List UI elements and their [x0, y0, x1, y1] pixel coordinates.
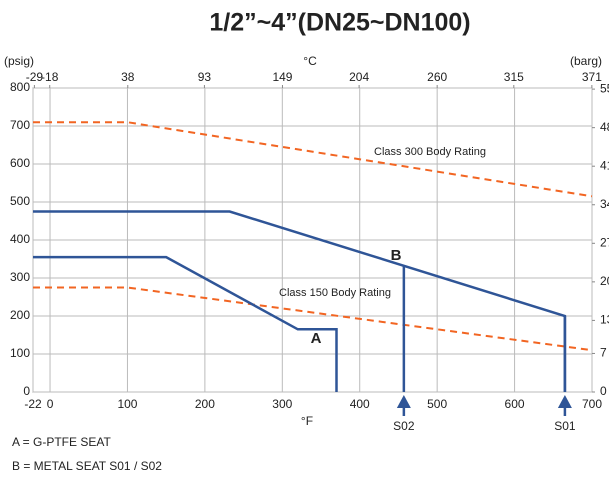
- y2-tick-label: 48: [600, 120, 609, 134]
- y-tick-label: 200: [10, 308, 30, 322]
- y2-tick-label: 7: [600, 346, 607, 360]
- series-line: [33, 255, 338, 392]
- x2-tick-label: -29: [26, 70, 44, 84]
- series-label: B: [391, 247, 402, 264]
- series-line: [33, 121, 593, 198]
- x2-tick-label: 204: [349, 70, 369, 84]
- x-tick-label: 700: [582, 397, 602, 411]
- y2-tick-label: 20: [600, 274, 609, 288]
- x2-tick-label: -18: [41, 70, 59, 84]
- x-tick-label: 400: [350, 397, 370, 411]
- y2-axis-label: (barg): [570, 54, 602, 68]
- y-tick-label: 800: [10, 80, 30, 94]
- x-tick-label: 500: [427, 397, 447, 411]
- y-tick-label: 400: [10, 232, 30, 246]
- x-tick-label: 100: [117, 397, 137, 411]
- x2-tick-label: 315: [504, 70, 524, 84]
- marker-label: S01: [554, 419, 576, 433]
- y2-tick-label: 41: [600, 158, 609, 172]
- marker-arrow: [557, 395, 572, 408]
- y-tick-label: 600: [10, 156, 30, 170]
- y-tick-label: 300: [10, 270, 30, 284]
- y2-tick-label: 34: [600, 197, 609, 211]
- x-tick-label: -22: [24, 397, 42, 411]
- chart-title: 1/2”~4”(DN25~DN100): [209, 9, 470, 37]
- x-tick-label: 300: [272, 397, 292, 411]
- marker-label: S02: [393, 419, 415, 433]
- y-tick-label: 700: [10, 118, 30, 132]
- y2-tick-label: 55: [600, 81, 609, 95]
- x2-tick-label: 38: [121, 70, 135, 84]
- series-line: [33, 210, 567, 392]
- x2-tick-label: 93: [198, 70, 212, 84]
- x-tick-label: 0: [47, 397, 54, 411]
- y-tick-label: 500: [10, 194, 30, 208]
- series-label: A: [311, 330, 322, 347]
- x-tick-label: 200: [195, 397, 215, 411]
- series-label: Class 300 Body Rating: [374, 146, 486, 158]
- x2-tick-label: 260: [427, 70, 447, 84]
- series-label: Class 150 Body Rating: [279, 287, 391, 299]
- x2-tick-label: 149: [272, 70, 292, 84]
- x-tick-label: 600: [505, 397, 525, 411]
- y-tick-label: 100: [10, 346, 30, 360]
- marker-arrow: [396, 395, 411, 408]
- x2-tick-label: 371: [582, 70, 602, 84]
- y2-tick-label: 13: [600, 313, 609, 327]
- x2-axis-label: °C: [303, 54, 317, 68]
- note: A = G-PTFE SEAT: [12, 435, 111, 449]
- note: B = METAL SEAT S01 / S02: [12, 459, 162, 473]
- y-tick-label: 0: [23, 384, 30, 398]
- y-axis-label: (psig): [4, 54, 34, 68]
- y2-tick-label: 0: [600, 384, 607, 398]
- y2-tick-label: 27: [600, 235, 609, 249]
- x-axis-label: °F: [301, 414, 313, 428]
